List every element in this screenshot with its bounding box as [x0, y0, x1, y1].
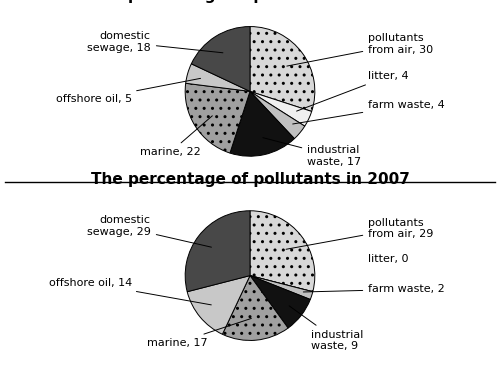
Wedge shape — [250, 91, 304, 139]
Wedge shape — [185, 211, 250, 292]
Wedge shape — [250, 211, 315, 292]
Text: farm waste, 2: farm waste, 2 — [304, 284, 445, 294]
Text: pollutants
from air, 29: pollutants from air, 29 — [286, 218, 434, 249]
Wedge shape — [222, 276, 288, 341]
Text: offshore oil, 5: offshore oil, 5 — [56, 78, 201, 104]
Text: industrial
waste, 9: industrial waste, 9 — [289, 306, 364, 351]
Wedge shape — [250, 276, 313, 292]
Wedge shape — [187, 276, 250, 334]
Wedge shape — [250, 91, 312, 126]
Text: farm waste, 4: farm waste, 4 — [292, 100, 445, 124]
Wedge shape — [250, 26, 315, 112]
Title: The percentage of pollutants in 2007: The percentage of pollutants in 2007 — [90, 172, 409, 187]
Text: pollutants
from air, 30: pollutants from air, 30 — [287, 33, 434, 66]
Wedge shape — [192, 26, 250, 91]
Wedge shape — [186, 64, 250, 91]
Wedge shape — [250, 276, 310, 328]
Text: litter, 4: litter, 4 — [296, 71, 409, 111]
Text: marine, 17: marine, 17 — [148, 319, 252, 348]
Title: The percentage of pollutants in 1997: The percentage of pollutants in 1997 — [90, 0, 409, 3]
Wedge shape — [185, 83, 250, 153]
Text: industrial
waste, 17: industrial waste, 17 — [263, 138, 362, 167]
Text: marine, 22: marine, 22 — [140, 116, 212, 157]
Text: offshore oil, 14: offshore oil, 14 — [48, 278, 211, 305]
Text: domestic
sewage, 29: domestic sewage, 29 — [87, 215, 212, 247]
Text: litter, 0: litter, 0 — [368, 254, 408, 264]
Text: domestic
sewage, 18: domestic sewage, 18 — [87, 31, 223, 53]
Wedge shape — [250, 276, 313, 299]
Wedge shape — [230, 91, 294, 156]
